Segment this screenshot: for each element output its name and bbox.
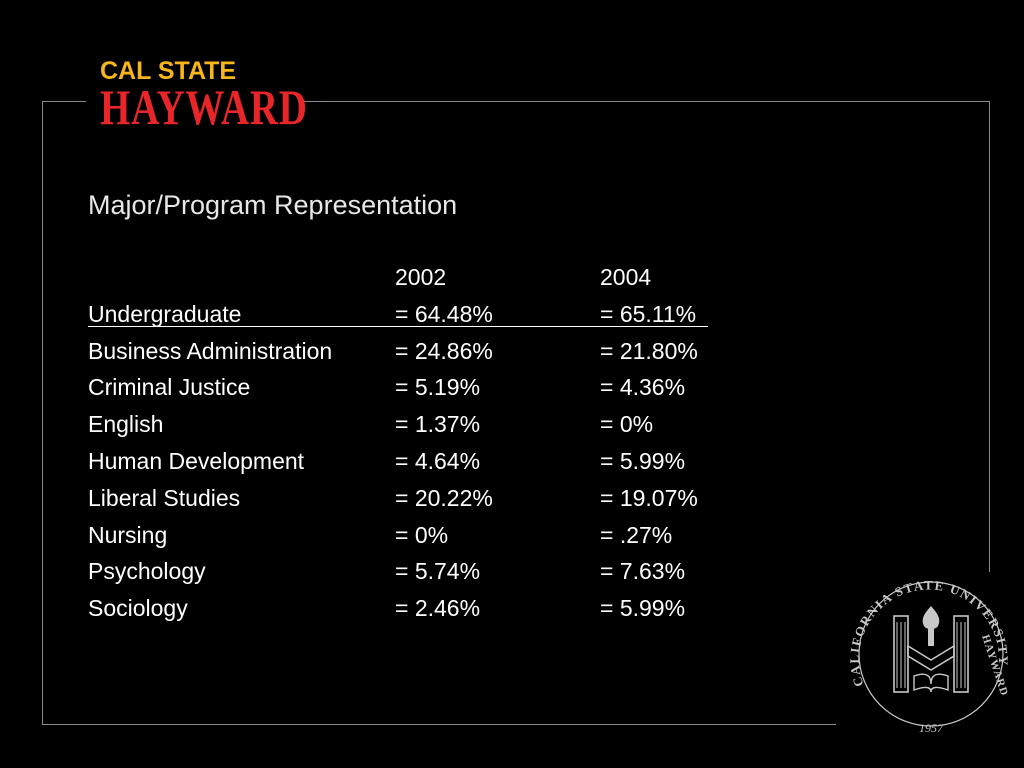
- seal-year: 1957: [919, 721, 944, 735]
- row-label: English: [88, 411, 164, 438]
- row-label: Human Development: [88, 447, 305, 474]
- row-value-2002: = 4.64%: [395, 447, 481, 474]
- table-row: Criminal Justice = 5.19% = 4.36%: [88, 372, 728, 409]
- row-label: Business Administration: [88, 337, 333, 364]
- row-value-2002: = 5.19%: [395, 374, 481, 401]
- table-row: Psychology = 5.74% = 7.63%: [88, 556, 728, 593]
- row-value-2002: = 1.37%: [395, 411, 481, 438]
- logo-line-cal-state: CAL STATE: [100, 57, 237, 85]
- row-label: Criminal Justice: [88, 374, 251, 401]
- row-value-2004: = .27%: [600, 521, 673, 548]
- row-value-2002: = 5.74%: [395, 558, 481, 585]
- row-label: Undergraduate: [88, 300, 242, 327]
- row-label: Sociology: [88, 595, 188, 622]
- program-table: 2002 2004 Undergraduate = 64.48% = 65.11…: [88, 262, 728, 630]
- row-value-2004: = 65.11%: [600, 300, 697, 327]
- seal-outer-ring: [858, 581, 1004, 727]
- row-value-2002: = 2.46%: [395, 595, 481, 622]
- university-seal-icon: CALIFORNIA STATE UNIVERSITY HAYWARD 1957: [847, 577, 1010, 735]
- table-row: Liberal Studies = 20.22% = 19.07%: [88, 483, 728, 520]
- table-row-undergraduate: Undergraduate = 64.48% = 65.11%: [88, 299, 728, 336]
- seal-emblem: [893, 606, 969, 693]
- row-value-2002: = 24.86%: [395, 337, 493, 364]
- row-value-2004: = 7.63%: [600, 558, 686, 585]
- table-row: English = 1.37% = 0%: [88, 409, 728, 446]
- logo-line-hayward: HAYWARD: [100, 79, 308, 135]
- row-label: Nursing: [88, 521, 168, 548]
- row-value-2004: = 21.80%: [600, 337, 698, 364]
- row-label: Psychology: [88, 558, 206, 585]
- row-value-2004: = 0%: [600, 411, 654, 438]
- row-value-2004: = 5.99%: [600, 447, 686, 474]
- slide-title: Major/Program Representation: [88, 190, 458, 220]
- slide-frame: [42, 101, 990, 725]
- header-cell-2004: 2004: [600, 264, 652, 290]
- cal-state-hayward-logo: CAL STATE HAYWARD: [86, 52, 308, 138]
- row-value-2004: = 4.36%: [600, 374, 686, 401]
- header-cell-2002: 2002: [395, 264, 447, 290]
- row-label: Liberal Studies: [88, 484, 241, 511]
- university-seal: CALIFORNIA STATE UNIVERSITY HAYWARD 1957: [836, 572, 1024, 742]
- row-value-2002: = 64.48%: [395, 300, 493, 327]
- table-header-row: 2002 2004: [88, 262, 728, 299]
- row-value-2002: = 20.22%: [395, 484, 493, 511]
- table-row: Human Development = 4.64% = 5.99%: [88, 446, 728, 483]
- table-row: Nursing = 0% = .27%: [88, 520, 728, 557]
- row-value-2004: = 5.99%: [600, 595, 686, 622]
- row-value-2004: = 19.07%: [600, 484, 698, 511]
- undergraduate-underline: [88, 325, 708, 328]
- row-value-2002: = 0%: [395, 521, 449, 548]
- table-row: Business Administration = 24.86% = 21.80…: [88, 336, 728, 373]
- table-row: Sociology = 2.46% = 5.99%: [88, 593, 728, 630]
